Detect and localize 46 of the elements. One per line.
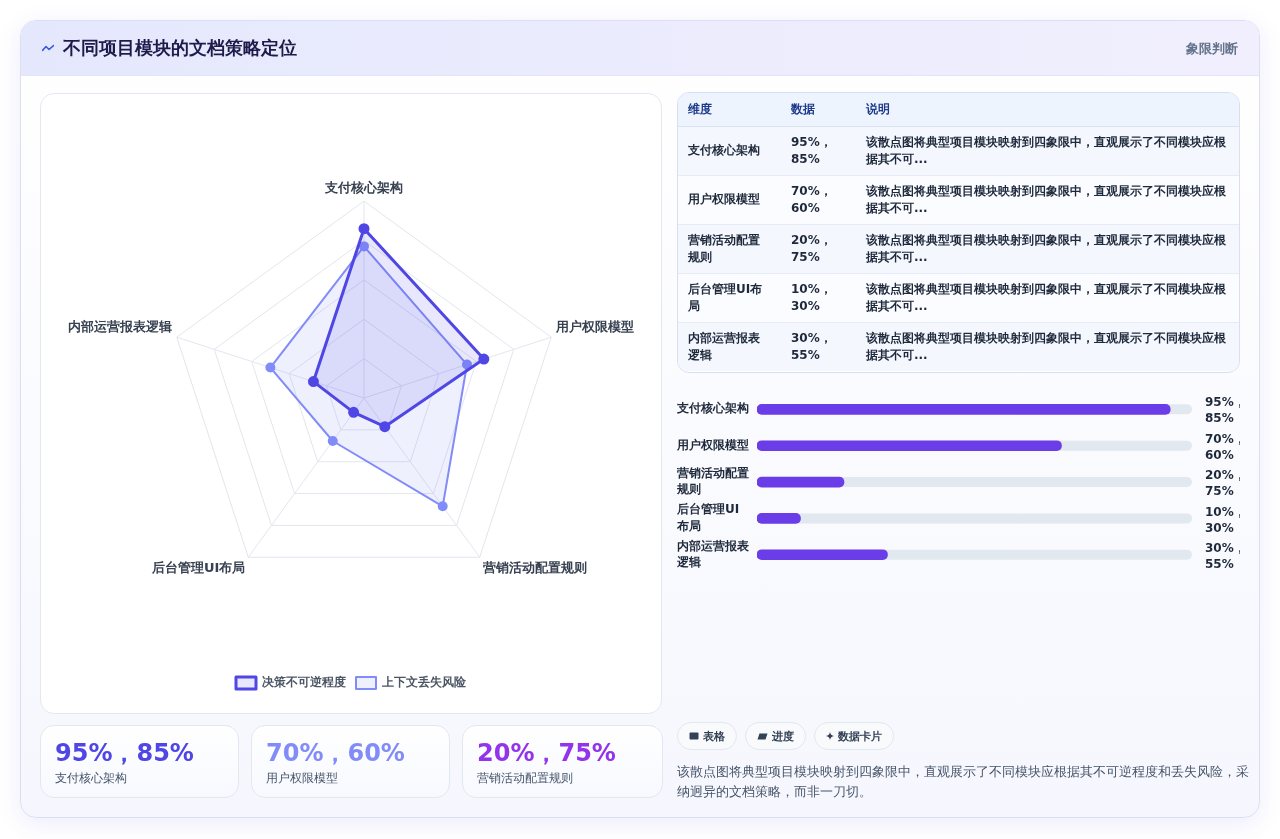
text: 用户权限模型: [688, 192, 760, 206]
data-label: 30%，55%: [1205, 540, 1246, 571]
category-label: 用户权限模型: [266, 770, 339, 786]
text: 该散点图将典型项目模块映射到四象限中，直观展示了不同模块应根据其不可...: [866, 183, 1226, 215]
y-tick-label: 营销活动配置规则: [676, 466, 749, 497]
legend-label: 上下文丢失风险: [381, 675, 467, 690]
legend-label: 决策不可逆程度: [262, 675, 346, 690]
text: 95%，85%: [791, 134, 832, 166]
spoke-label: 用户权限模型: [555, 319, 634, 335]
y-tick-label: 用户权限模型: [676, 437, 749, 452]
y-tick-label: 支付核心架构: [676, 401, 749, 416]
text: 该散点图将典型项目模块映射到四象限中，直观展示了不同模块应根据其不可...: [866, 330, 1226, 362]
text: 20%，75%: [791, 232, 832, 264]
category-label: 维度: [678, 93, 781, 126]
text: 该散点图将典型项目模块映射到四象限中，直观展示了不同模块应根据其不可逆程度和丢失风险，采纳迥异的文档策略，而非一刀切。: [677, 763, 1250, 801]
category-label: 营销活动配置规则: [477, 770, 574, 786]
text: 支付核心架构: [688, 143, 760, 157]
bar: [757, 513, 801, 524]
category-label: 进度: [772, 728, 794, 744]
text: 20%，75%: [477, 739, 616, 767]
text: 30%，55%: [791, 330, 832, 362]
y-tick-label: 后台管理UI布局: [676, 502, 740, 533]
category-label: 表格: [703, 728, 725, 744]
text: 10%，30%: [791, 281, 832, 313]
spoke-label: 支付核心架构: [324, 179, 403, 195]
data-label: 95%，85%: [1205, 395, 1246, 426]
category-label: 数据卡片: [838, 728, 882, 744]
text: 该散点图将典型项目模块映射到四象限中，直观展示了不同模块应根据其不可...: [866, 134, 1226, 166]
bar: [757, 476, 845, 488]
text: 70%，60%: [791, 183, 832, 215]
text: 象限判断: [1186, 40, 1238, 57]
category-label: 数据: [781, 93, 856, 126]
spoke-label: 内部运营报表逻辑: [68, 319, 172, 335]
data-label: 70%，60%: [1205, 431, 1246, 462]
category-label: 支付核心架构: [55, 770, 128, 786]
spoke-label: 后台管理UI布局: [150, 560, 246, 576]
spoke-label: 营销活动配置规则: [481, 560, 587, 576]
text: 该散点图将典型项目模块映射到四象限中，直观展示了不同模块应根据其不可...: [866, 281, 1226, 313]
text: 该散点图将典型项目模块映射到四象限中，直观展示了不同模块应根据其不可...: [866, 232, 1226, 264]
data-label: 20%，75%: [1205, 468, 1246, 499]
text: 70%，60%: [266, 739, 405, 767]
text: 95%，85%: [55, 739, 194, 767]
data-label: 10%，30%: [1205, 504, 1246, 535]
y-tick-label: 内部运营报表逻辑: [676, 538, 750, 569]
category-label: 说明: [856, 93, 1239, 126]
text: 不同项目模块的文档策略定位: [63, 37, 297, 59]
